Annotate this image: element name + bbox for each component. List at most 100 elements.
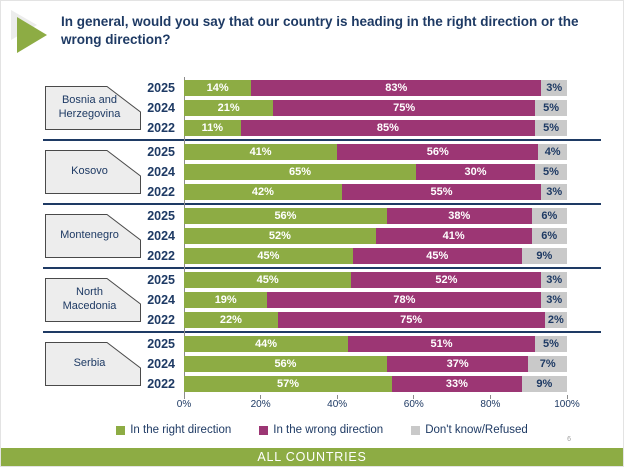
year-label: 2024 — [147, 357, 175, 371]
x-axis: 0% 20% 40% 60% 80% 100% — [177, 395, 580, 413]
segment-value-label: 45% — [257, 250, 280, 262]
segment-in-the-right-direction: 56% — [184, 208, 387, 224]
footer-band-label: ALL COUNTRIES — [257, 450, 367, 464]
segment-value-label: 3% — [546, 186, 563, 198]
segment-value-label: 41% — [442, 230, 465, 242]
legend-swatch-icon — [116, 425, 126, 435]
segment-don-t-know-refused: 5% — [535, 120, 567, 136]
bar-serbia-2025: 44% 51% 5% — [184, 336, 568, 352]
segment-don-t-know-refused: 5% — [534, 164, 567, 180]
segment-in-the-right-direction: 21% — [184, 100, 274, 116]
segment-in-the-wrong-direction: 41% — [375, 228, 532, 244]
segment-don-t-know-refused: 9% — [521, 248, 567, 264]
segment-in-the-wrong-direction: 75% — [277, 312, 545, 328]
country-group-north-macedonia: North Macedonia 2025 45% 52% 3% 2024 19% 78% 3% 2… — [43, 267, 601, 331]
legend-item-in-the-wrong-direction: In the wrong direction — [259, 424, 383, 436]
year-label: 2024 — [147, 101, 175, 115]
legend-label: In the right direction — [130, 424, 232, 436]
x-axis-tick-label: 20% — [250, 399, 271, 410]
segment-value-label: 57% — [276, 378, 300, 390]
segment-in-the-right-direction: 22% — [184, 312, 278, 328]
segment-value-label: 38% — [448, 210, 471, 222]
segment-don-t-know-refused: 6% — [531, 208, 567, 224]
country-group-montenegro: Montenegro 2025 56% 38% 6% 2024 52% 41% 6% 2022 45… — [43, 203, 601, 267]
bar-serbia-2022: 57% 33% 9% — [184, 376, 567, 392]
country-name: Serbia — [73, 357, 106, 370]
segment-value-label: 85% — [376, 122, 399, 134]
legend-item-don-t-know-refused: Don't know/Refused — [411, 424, 528, 436]
segment-value-label: 5% — [543, 102, 559, 114]
segment-in-the-wrong-direction: 75% — [273, 100, 536, 116]
bar-bosnia-and-herzegovina-2025: 14% 83% 3% — [184, 80, 567, 96]
year-label: 2025 — [147, 337, 175, 351]
segment-in-the-wrong-direction: 37% — [386, 356, 529, 372]
country-name: North Macedonia — [62, 286, 117, 312]
bar-kosovo-2024: 65% 30% 5% — [184, 164, 567, 180]
country-name: Bosnia and Herzegovina — [58, 94, 121, 120]
segment-value-label: 3% — [546, 274, 563, 286]
country-name: Kosovo — [71, 165, 108, 178]
footer-band: ALL COUNTRIES — [1, 448, 623, 466]
x-axis-tick — [260, 395, 262, 399]
segment-value-label: 5% — [543, 166, 559, 178]
bar-montenegro-2025: 56% 38% 6% — [184, 208, 567, 224]
country-label-box: Bosnia and Herzegovina — [45, 86, 141, 130]
country-label-box: Serbia — [45, 342, 141, 386]
segment-value-label: 37% — [446, 358, 469, 370]
legend-swatch-icon — [411, 425, 421, 435]
segment-in-the-right-direction: 65% — [184, 164, 416, 180]
bar-north-macedonia-2022: 22% 75% 2% — [184, 312, 567, 328]
segment-in-the-right-direction: 57% — [184, 376, 393, 392]
legend-label: In the wrong direction — [273, 424, 384, 436]
year-label: 2025 — [147, 209, 175, 223]
segment-value-label: 5% — [543, 338, 559, 350]
country-box-shape — [45, 214, 141, 258]
segment-in-the-right-direction: 44% — [184, 336, 349, 352]
year-label: 2024 — [147, 229, 175, 243]
segment-value-label: 51% — [430, 338, 453, 350]
segment-in-the-wrong-direction: 30% — [416, 164, 535, 180]
segment-value-label: 6% — [541, 230, 558, 242]
x-axis-tick — [489, 395, 491, 399]
segment-don-t-know-refused: 7% — [528, 356, 567, 372]
bar-montenegro-2024: 52% 41% 6% — [184, 228, 567, 244]
segment-value-label: 42% — [251, 186, 274, 198]
segment-in-the-wrong-direction: 52% — [351, 272, 542, 288]
year-label: 2022 — [147, 249, 175, 263]
segment-in-the-right-direction: 45% — [184, 272, 352, 288]
bar-bosnia-and-herzegovina-2022: 11% 85% 5% — [184, 120, 567, 136]
year-label: 2025 — [147, 273, 175, 287]
bar-kosovo-2022: 42% 55% 3% — [184, 184, 567, 200]
segment-in-the-right-direction: 52% — [184, 228, 376, 244]
segment-value-label: 75% — [400, 314, 423, 326]
x-axis-tick-label: 100% — [554, 399, 580, 410]
country-box-shape — [45, 278, 141, 322]
chart-groups: Bosnia and Herzegovina 2025 14% 83% 3% 2024 21… — [43, 77, 601, 395]
segment-value-label: 56% — [426, 146, 449, 158]
segment-value-label: 78% — [393, 294, 416, 306]
year-label: 2025 — [147, 81, 175, 95]
segment-don-t-know-refused: 5% — [535, 100, 567, 116]
segment-in-the-right-direction: 11% — [184, 120, 241, 136]
segment-value-label: 52% — [268, 230, 291, 242]
segment-value-label: 7% — [539, 358, 556, 370]
segment-in-the-wrong-direction: 83% — [251, 80, 542, 96]
segment-value-label: 9% — [536, 250, 553, 262]
year-label: 2022 — [147, 121, 175, 135]
x-axis-tick — [336, 395, 338, 399]
country-group-serbia: Serbia 2025 44% 51% 5% 2024 56% 37% 7% 2022 57% 33%… — [43, 331, 601, 395]
segment-don-t-know-refused: 5% — [534, 336, 568, 352]
segment-in-the-wrong-direction: 51% — [348, 336, 535, 352]
page-title: In general, would you say that our count… — [61, 14, 579, 47]
segment-in-the-right-direction: 42% — [184, 184, 342, 200]
segment-in-the-wrong-direction: 78% — [267, 292, 542, 308]
segment-value-label: 33% — [445, 378, 468, 390]
country-box-shape — [45, 150, 141, 194]
page-number: 6 — [567, 436, 571, 443]
segment-don-t-know-refused: 3% — [541, 80, 567, 96]
title-row: In general, would you say that our count… — [1, 1, 623, 58]
year-label: 2022 — [147, 185, 175, 199]
x-axis-tick-label: 0% — [176, 399, 192, 410]
x-axis-tick-label: 60% — [403, 399, 424, 410]
segment-in-the-right-direction: 45% — [184, 248, 353, 264]
